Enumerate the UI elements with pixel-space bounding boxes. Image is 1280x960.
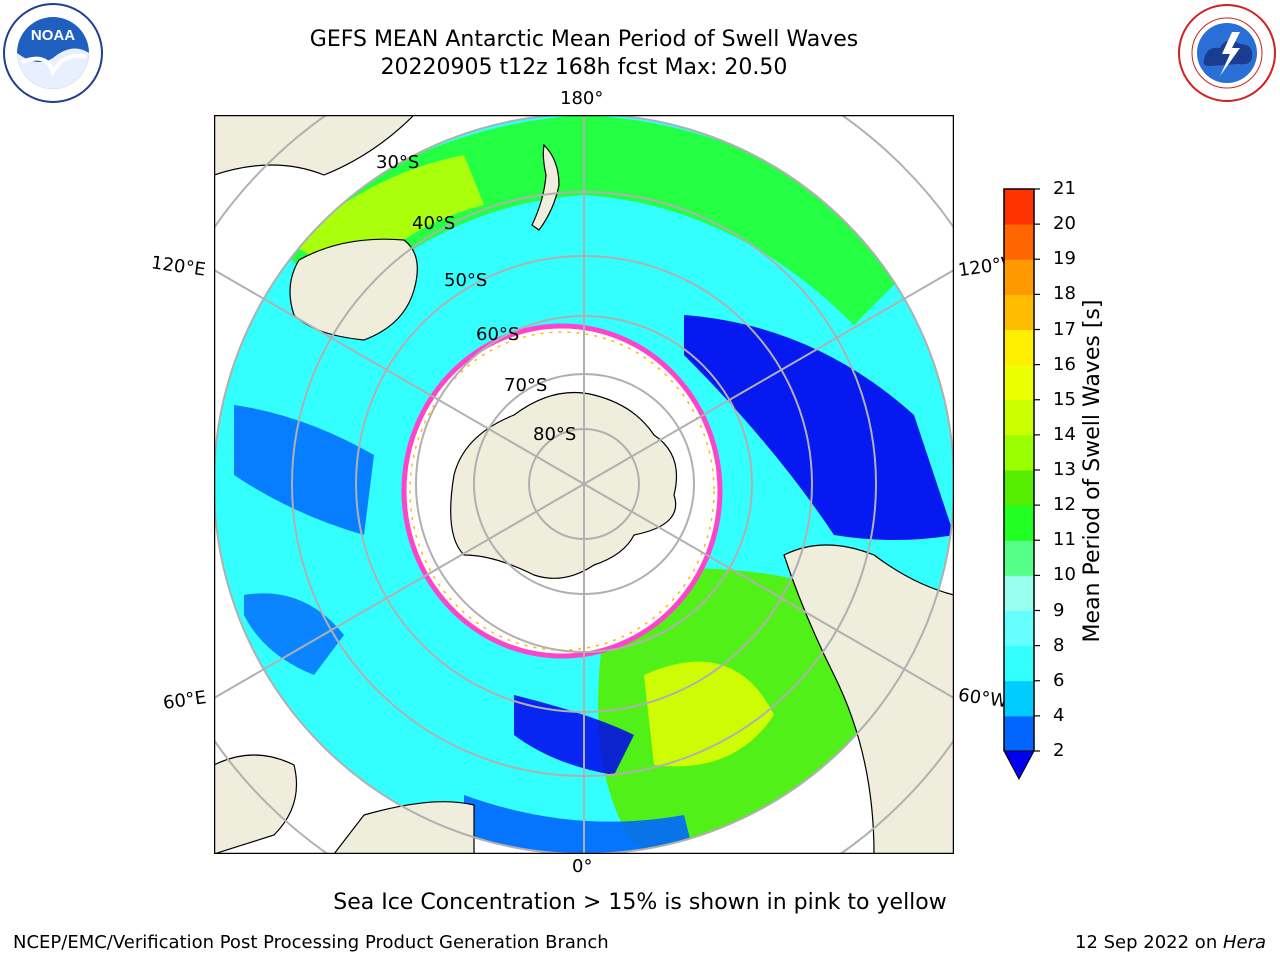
colorbar-segment xyxy=(1004,294,1034,330)
colorbar-segment xyxy=(1004,540,1034,576)
lat-label-80s: 80°S xyxy=(533,424,577,445)
colorbar-tick-label: 20 xyxy=(1053,213,1076,235)
africa-landmass xyxy=(333,801,475,854)
colorbar-tick-label: 4 xyxy=(1053,704,1065,726)
colorbar-segment xyxy=(1004,329,1034,366)
colorbar-tick-label: 9 xyxy=(1053,599,1065,621)
colorbar-tick-label: 13 xyxy=(1053,459,1076,480)
noaa-logo-text: NOAA xyxy=(31,27,75,44)
colorbar-tick-label: 8 xyxy=(1053,634,1065,656)
lat-label-50s: 50°S xyxy=(444,270,488,291)
lat-label-40s: 40°S xyxy=(412,213,456,234)
asia-landmass xyxy=(214,115,415,176)
colorbar-segment xyxy=(1004,189,1034,225)
noaa-logo: NOAA xyxy=(2,2,104,104)
colorbar-tick-label: 6 xyxy=(1053,669,1065,691)
footer-host: Hera xyxy=(1222,932,1266,953)
south-america-landmass xyxy=(783,544,954,854)
lat-label-60s: 60°S xyxy=(476,324,520,345)
map-title-line2: 20220905 t12z 168h fcst Max: 20.50 xyxy=(380,55,788,80)
footer-date: 12 Sep 2022 on Hera xyxy=(1075,932,1266,953)
lat-label-30s: 30°S xyxy=(376,152,420,173)
footer-date-text: 12 Sep 2022 on xyxy=(1075,932,1223,953)
colorbar-segment xyxy=(1004,259,1034,295)
colorbar-tick-label: 10 xyxy=(1053,564,1076,586)
map-title-line1: GEFS MEAN Antarctic Mean Period of Swell… xyxy=(309,27,859,52)
colorbar-tick-label: 16 xyxy=(1053,353,1076,375)
lon-label-120e: 120°E xyxy=(149,252,207,281)
colorbar-tick-label: 14 xyxy=(1053,423,1076,445)
colorbar-tick-label: 17 xyxy=(1053,318,1076,340)
lon-label-180: 180° xyxy=(560,88,604,109)
colorbar-tick-label: 2 xyxy=(1053,740,1065,761)
colorbar-tick-label: 12 xyxy=(1053,494,1076,516)
colorbar-segment xyxy=(1004,399,1034,436)
lon-label-0: 0° xyxy=(572,856,593,877)
colorbar-label: Mean Period of Swell Waves [s] xyxy=(1080,299,1105,643)
colorbar xyxy=(996,185,1056,785)
colorbar-tick-label: 15 xyxy=(1053,388,1076,410)
lat-label-70s: 70°S xyxy=(504,375,548,396)
colorbar-under-arrow xyxy=(1003,750,1035,781)
colorbar-tick-label: 19 xyxy=(1053,248,1076,270)
colorbar-tick-label: 21 xyxy=(1053,178,1076,199)
colorbar-segment xyxy=(1004,715,1034,752)
colorbar-segment xyxy=(1004,364,1034,401)
colorbar-tick-label: 11 xyxy=(1053,529,1076,551)
colorbar-segment xyxy=(1004,470,1034,506)
lon-label-60e: 60°E xyxy=(161,687,208,714)
sea-ice-note: Sea Ice Concentration > 15% is shown in … xyxy=(333,890,947,915)
colorbar-segment xyxy=(1004,645,1034,682)
colorbar-segment xyxy=(1004,575,1034,611)
antarctic-map xyxy=(213,114,955,855)
colorbar-segment xyxy=(1004,434,1034,471)
colorbar-segment xyxy=(1004,680,1034,717)
colorbar-segment xyxy=(1004,610,1034,647)
colorbar-segment xyxy=(1004,505,1034,541)
new-zealand-landmass xyxy=(531,143,560,231)
graticule xyxy=(214,115,954,854)
colorbar-segment xyxy=(1004,224,1034,260)
footer-credit: NCEP/EMC/Verification Post Processing Pr… xyxy=(13,932,609,953)
colorbar-tick-label: 18 xyxy=(1053,283,1076,305)
nws-logo xyxy=(1176,2,1278,104)
australia-landmass xyxy=(289,238,418,341)
madagascar-landmass xyxy=(214,754,298,854)
